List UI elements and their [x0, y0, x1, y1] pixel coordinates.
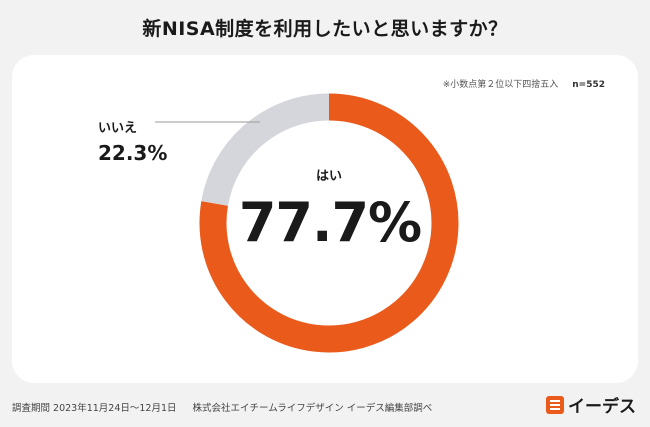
logo-text: イーデス	[568, 397, 636, 417]
ides-logo: イーデス	[546, 392, 636, 417]
yes-label: はい	[316, 169, 343, 184]
sample-size: n=552	[572, 80, 605, 90]
chart-title: 新NISA制度を利用したいと思いますか？	[142, 18, 508, 40]
no-value: 22.3%	[98, 141, 168, 165]
donut-chart	[155, 93, 459, 353]
ides-logo-icon	[546, 395, 564, 414]
chart-card: ※小数点第２位以下四捨五入 n=552 いいえ 22.3% はい 77.7%	[12, 55, 638, 383]
survey-company: 株式会社エイチームライフデザイン イーデス編集部調べ	[192, 403, 433, 414]
survey-period: 調査期間 2023年11月24日〜12月1日	[12, 403, 177, 414]
no-label: いいえ	[98, 121, 138, 136]
yes-slice	[199, 93, 459, 353]
no-slice	[201, 93, 330, 207]
sample-note: ※小数点第２位以下四捨五入 n=552	[443, 77, 605, 90]
yes-value: 77.7%	[238, 191, 422, 254]
footer: 調査期間 2023年11月24日〜12月1日 株式会社エイチームライフデザイン イ…	[12, 400, 432, 414]
rounding-note: ※小数点第２位以下四捨五入	[442, 80, 559, 90]
